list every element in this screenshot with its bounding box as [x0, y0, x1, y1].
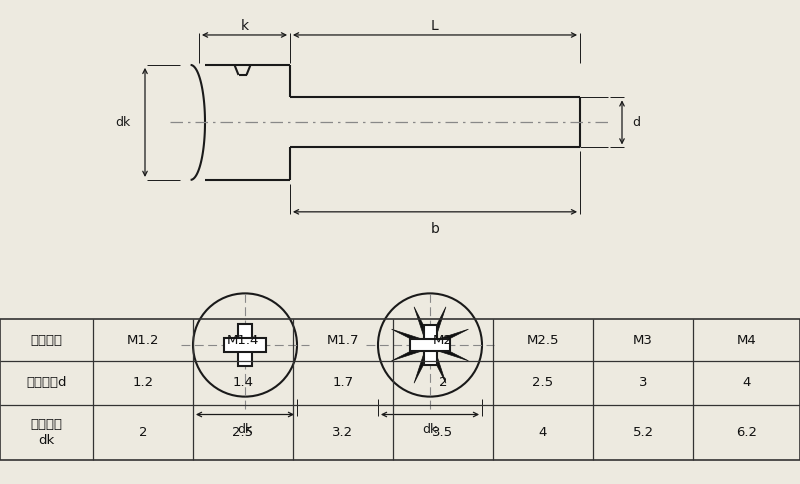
Text: M1.7: M1.7 — [326, 333, 359, 347]
Text: M3: M3 — [633, 333, 653, 347]
Bar — [238, 324, 252, 366]
Text: M1.2: M1.2 — [126, 333, 159, 347]
Text: 螺纹规格: 螺纹规格 — [30, 333, 62, 347]
Text: 2: 2 — [438, 377, 447, 390]
Polygon shape — [430, 307, 446, 339]
Text: M2: M2 — [433, 333, 453, 347]
Polygon shape — [391, 346, 424, 361]
Text: dk: dk — [238, 424, 253, 437]
Polygon shape — [391, 329, 424, 345]
Polygon shape — [414, 307, 430, 339]
Text: 3.2: 3.2 — [333, 426, 354, 439]
Text: M2.5: M2.5 — [526, 333, 559, 347]
Text: d: d — [632, 116, 640, 129]
Text: 2.5: 2.5 — [533, 377, 554, 390]
Text: 螺纹直径d: 螺纹直径d — [26, 377, 66, 390]
Text: 头部直径
dk: 头部直径 dk — [30, 419, 62, 447]
Bar — [423, 325, 437, 365]
Text: 5.2: 5.2 — [633, 426, 654, 439]
Text: M1.4: M1.4 — [227, 333, 259, 347]
Bar — [410, 338, 450, 351]
Polygon shape — [430, 351, 446, 383]
Text: 2.5: 2.5 — [233, 426, 254, 439]
Text: L: L — [431, 19, 439, 33]
Text: 2: 2 — [138, 426, 147, 439]
Text: 1.7: 1.7 — [333, 377, 354, 390]
Text: M4: M4 — [737, 333, 756, 347]
Text: 3.5: 3.5 — [433, 426, 454, 439]
Text: 3: 3 — [638, 377, 647, 390]
Polygon shape — [436, 346, 469, 361]
Text: 6.2: 6.2 — [736, 426, 757, 439]
Text: k: k — [241, 19, 249, 33]
Polygon shape — [414, 351, 430, 383]
Bar — [224, 338, 266, 352]
Text: dk: dk — [116, 116, 131, 129]
Text: dk: dk — [422, 424, 438, 437]
Polygon shape — [436, 329, 469, 345]
Text: 1.4: 1.4 — [233, 377, 254, 390]
Text: 4: 4 — [539, 426, 547, 439]
Text: 1.2: 1.2 — [133, 377, 154, 390]
Text: 4: 4 — [742, 377, 750, 390]
Text: b: b — [430, 222, 439, 236]
